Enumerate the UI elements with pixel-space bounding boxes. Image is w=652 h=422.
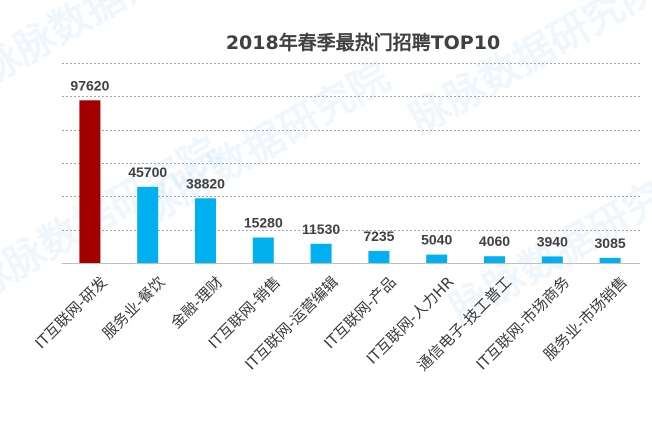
data-label: 3940 — [537, 233, 568, 249]
gridlines — [62, 63, 640, 264]
data-labels: 97620 45700 38820 15280 11530 7235 5040 4060 394… — [70, 77, 625, 251]
bar — [599, 257, 621, 263]
data-label: 15280 — [244, 215, 283, 231]
data-label: 11530 — [302, 221, 340, 237]
watermark-text: 脉脉数据研究院 — [402, 0, 652, 144]
bars — [79, 100, 621, 263]
bar — [195, 198, 216, 263]
bar — [541, 256, 563, 263]
watermark-text: 脉脉数据研究院 — [132, 54, 397, 234]
bar — [310, 243, 332, 263]
data-label: 3085 — [595, 235, 626, 251]
watermark-text: 脉脉数据研究院 — [0, 129, 227, 309]
category-label: 金融-理财 — [167, 273, 226, 332]
category-label: 服务业-餐饮 — [99, 273, 169, 343]
data-label: 4060 — [479, 233, 510, 249]
data-label: 97620 — [70, 77, 109, 93]
bar — [252, 237, 274, 263]
bar — [484, 256, 505, 263]
data-label: 7235 — [363, 228, 394, 244]
data-label: 38820 — [186, 175, 225, 191]
bar — [426, 254, 448, 263]
data-label: 45700 — [128, 164, 167, 180]
category-label: IT互联网-研发 — [31, 273, 110, 352]
data-label: 5040 — [421, 232, 452, 248]
bar — [137, 186, 159, 263]
watermark-text: 脉脉数据研究院 — [0, 0, 237, 94]
bar — [79, 100, 101, 263]
chart-title: 2018年春季最热门招聘TOP10 — [226, 31, 500, 54]
bar — [368, 250, 390, 263]
